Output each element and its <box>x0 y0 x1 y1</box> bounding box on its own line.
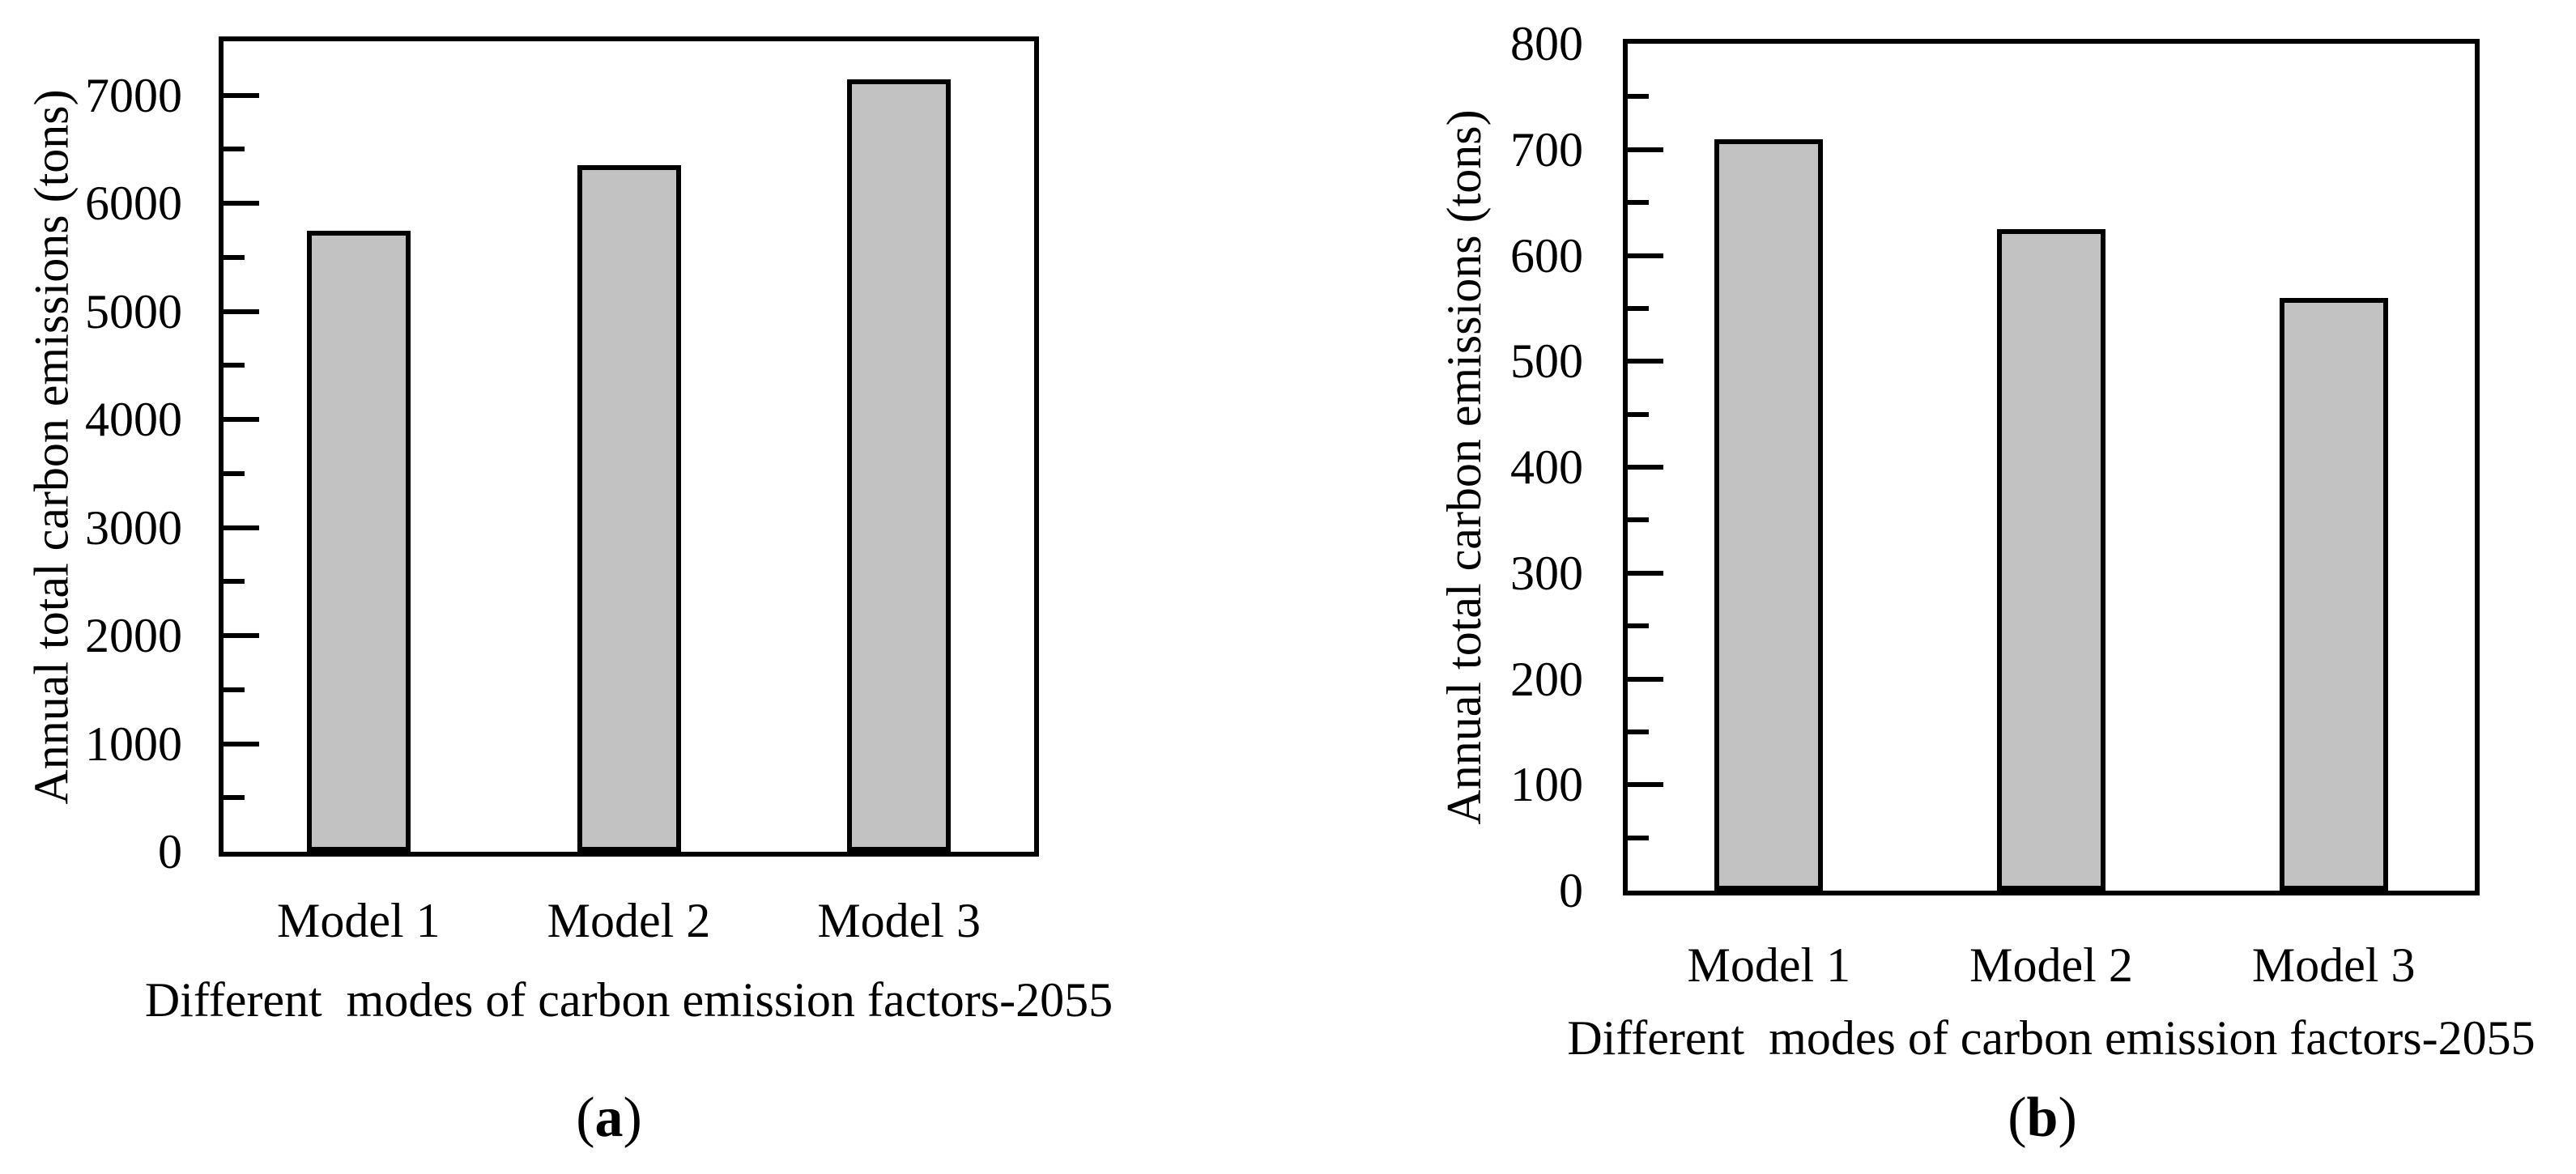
x-tick-label: Model 3 <box>817 894 981 947</box>
y-minor-tick <box>1628 835 1649 840</box>
y-major-tick <box>224 308 259 314</box>
y-minor-tick <box>1628 517 1649 523</box>
y-minor-tick <box>1628 729 1649 734</box>
y-tick-label: 700 <box>1510 122 1583 177</box>
caption-a: (a) <box>576 1083 642 1153</box>
y-major-tick <box>224 525 259 530</box>
y-tick-label: 5000 <box>85 284 182 338</box>
y-minor-tick <box>224 363 245 368</box>
y-major-tick <box>1628 359 1663 364</box>
x-tick-label: Model 1 <box>277 894 441 947</box>
y-tick-label: 4000 <box>85 393 182 447</box>
y-major-tick <box>224 92 259 98</box>
bar-model-3 <box>2280 298 2388 891</box>
y-minor-tick <box>224 254 245 260</box>
y-minor-tick <box>224 687 245 692</box>
x-tick-label: Model 1 <box>1687 938 1851 992</box>
y-major-tick <box>224 201 259 206</box>
y-minor-tick <box>1628 623 1649 629</box>
y-tick-label: 3000 <box>85 500 182 555</box>
caption-b-letter: b <box>2026 1087 2059 1149</box>
y-major-tick <box>1628 147 1663 152</box>
caption-a-letter: a <box>594 1087 624 1149</box>
y-minor-tick <box>224 147 245 152</box>
caption-a-close-paren: ) <box>623 1087 642 1149</box>
y-tick-label: 6000 <box>85 177 182 231</box>
y-tick-label: 400 <box>1510 440 1583 494</box>
caption-b-open-paren: ( <box>2008 1087 2027 1149</box>
y-minor-tick <box>1628 200 1649 206</box>
y-major-tick <box>1628 253 1663 258</box>
y-tick-label: 800 <box>1510 17 1583 70</box>
y-tick-label: 100 <box>1510 758 1583 812</box>
y-minor-tick <box>1628 305 1649 311</box>
y-tick-label: 0 <box>1559 864 1583 917</box>
bar-model-2 <box>1997 229 2106 891</box>
y-tick-label: 2000 <box>85 609 182 663</box>
x-tick-label: Model 2 <box>547 894 711 947</box>
y-tick-label: 500 <box>1510 334 1583 389</box>
bar-model-2 <box>577 165 681 852</box>
bar-model-1 <box>1714 139 1823 891</box>
y-minor-tick <box>1628 94 1649 100</box>
caption-b: (b) <box>2008 1083 2077 1153</box>
bar-model-1 <box>307 231 411 852</box>
x-tick-label: Model 2 <box>1969 938 2133 992</box>
y-major-tick <box>224 741 259 747</box>
y-major-tick <box>1628 465 1663 470</box>
caption-b-close-paren: ) <box>2058 1087 2077 1149</box>
y-tick-label: 7000 <box>85 68 182 122</box>
y-minor-tick <box>224 579 245 585</box>
y-tick-label: 1000 <box>85 717 182 771</box>
y-major-tick <box>1628 782 1663 788</box>
y-tick-label: 600 <box>1510 228 1583 283</box>
y-tick-label: 200 <box>1510 652 1583 706</box>
y-minor-tick <box>224 795 245 801</box>
plot-area-a <box>219 36 1039 857</box>
bar-model-3 <box>847 79 951 852</box>
caption-a-open-paren: ( <box>576 1087 595 1149</box>
y-major-tick <box>224 417 259 423</box>
y-major-tick <box>1628 676 1663 682</box>
y-tick-label: 300 <box>1510 546 1583 600</box>
y-minor-tick <box>224 470 245 476</box>
plot-area-b <box>1623 39 2480 895</box>
y-minor-tick <box>1628 411 1649 417</box>
y-major-tick <box>1628 570 1663 576</box>
x-tick-label: Model 3 <box>2251 938 2416 992</box>
y-major-tick <box>224 633 259 639</box>
x-axis-title-a: Different modes of carbon emission facto… <box>144 973 1113 1027</box>
x-axis-title-b: Different modes of carbon emission facto… <box>1567 1011 2536 1065</box>
y-tick-label: 0 <box>158 825 182 878</box>
